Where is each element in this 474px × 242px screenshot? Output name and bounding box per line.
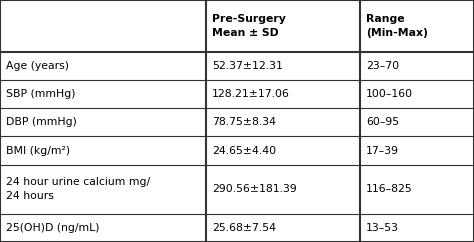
Text: 25(OH)D (ng/mL): 25(OH)D (ng/mL): [6, 223, 99, 233]
Text: 78.75±8.34: 78.75±8.34: [212, 117, 276, 127]
Text: 13–53: 13–53: [366, 223, 399, 233]
Text: Pre-Surgery
Mean ± SD: Pre-Surgery Mean ± SD: [212, 14, 286, 38]
Text: 24.65±4.40: 24.65±4.40: [212, 145, 276, 156]
Text: SBP (mmHg): SBP (mmHg): [6, 89, 75, 99]
Text: 290.56±181.39: 290.56±181.39: [212, 184, 297, 194]
Text: 100–160: 100–160: [366, 89, 413, 99]
Text: Age (years): Age (years): [6, 61, 69, 71]
Text: BMI (kg/m²): BMI (kg/m²): [6, 145, 70, 156]
Text: 17–39: 17–39: [366, 145, 399, 156]
Text: 116–825: 116–825: [366, 184, 413, 194]
Text: 60–95: 60–95: [366, 117, 399, 127]
Text: 25.68±7.54: 25.68±7.54: [212, 223, 276, 233]
Text: 23–70: 23–70: [366, 61, 399, 71]
Text: 24 hour urine calcium mg/
24 hours: 24 hour urine calcium mg/ 24 hours: [6, 177, 150, 201]
Text: Range
(Min-Max): Range (Min-Max): [366, 14, 428, 38]
Text: 52.37±12.31: 52.37±12.31: [212, 61, 283, 71]
Text: 128.21±17.06: 128.21±17.06: [212, 89, 290, 99]
Text: DBP (mmHg): DBP (mmHg): [6, 117, 77, 127]
